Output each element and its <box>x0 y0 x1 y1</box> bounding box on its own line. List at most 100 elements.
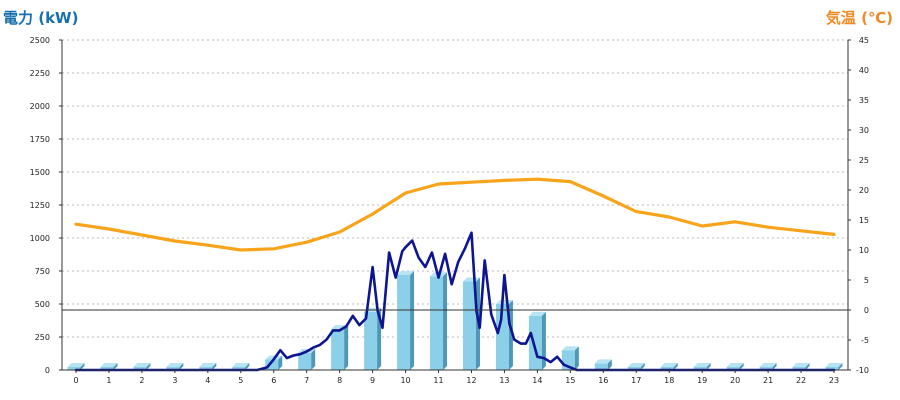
bar-side <box>278 355 283 370</box>
bar-front <box>298 352 312 370</box>
tick-label-layer: 02505007501000125015001750200022502500-1… <box>30 36 869 385</box>
x-tick-label: 18 <box>664 376 674 385</box>
x-tick-label: 20 <box>730 376 740 385</box>
bar-front <box>627 367 641 370</box>
bar-side <box>344 325 349 370</box>
bar-top <box>67 363 85 367</box>
right-tick-label: 40 <box>859 66 869 75</box>
bar-side <box>607 359 612 370</box>
temperature-line <box>74 177 836 252</box>
bar-side <box>805 363 810 370</box>
right-tick-label: -10 <box>856 366 869 375</box>
bar-front <box>594 363 608 370</box>
right-tick-label: 35 <box>859 96 869 105</box>
bar-front <box>693 367 707 370</box>
left-tick-label: 500 <box>35 300 50 309</box>
line-layer <box>74 177 836 372</box>
x-tick-label: 17 <box>631 376 641 385</box>
x-tick-label: 12 <box>466 376 476 385</box>
bar-top <box>660 363 678 367</box>
right-tick-label: 25 <box>859 156 869 165</box>
bar-top <box>825 363 843 367</box>
x-tick-label: 15 <box>565 376 575 385</box>
x-tick-label: 16 <box>598 376 608 385</box>
x-tick-label: 19 <box>697 376 707 385</box>
bar-front <box>825 367 839 370</box>
bar-front <box>100 367 114 370</box>
bar-side <box>640 363 645 370</box>
x-tick-label: 22 <box>796 376 806 385</box>
x-tick-label: 2 <box>139 376 144 385</box>
x-tick-label: 10 <box>400 376 410 385</box>
bar-side <box>673 363 678 370</box>
left-tick-label: 1250 <box>30 201 50 210</box>
bar-front <box>331 329 345 370</box>
bar-top <box>528 311 546 316</box>
left-axis-title: 電力 (kW) <box>3 9 78 27</box>
x-tick-label: 3 <box>172 376 177 385</box>
bar-top <box>199 363 217 367</box>
bar-side <box>80 363 85 370</box>
bar-side <box>443 272 448 370</box>
right-tick-label: -5 <box>861 336 869 345</box>
bar-top <box>759 363 777 367</box>
bar-top <box>693 363 711 367</box>
bar-top <box>232 363 250 367</box>
bar-side <box>574 346 579 370</box>
bar-front <box>199 367 213 370</box>
bar-front <box>265 359 279 370</box>
bar-top <box>397 270 415 275</box>
left-tick-label: 1000 <box>30 234 50 243</box>
bar-top <box>133 363 151 367</box>
bar-side <box>311 348 316 370</box>
bar-front <box>430 276 444 370</box>
x-tick-label: 4 <box>205 376 210 385</box>
bar-front <box>726 367 740 370</box>
bar-side <box>706 363 711 370</box>
x-tick-label: 11 <box>433 376 443 385</box>
bar-top <box>166 363 184 367</box>
bar-front <box>759 367 773 370</box>
bar-front <box>495 304 509 370</box>
bar-top <box>792 363 810 367</box>
x-tick-label: 21 <box>763 376 773 385</box>
x-tick-label: 7 <box>304 376 309 385</box>
bar-front <box>166 367 180 370</box>
bar-layer <box>67 270 843 370</box>
bar-side <box>113 363 118 370</box>
bar-top <box>594 359 612 364</box>
right-tick-label: 30 <box>859 126 869 135</box>
bar-top <box>495 300 513 304</box>
x-tick-label: 0 <box>73 376 78 385</box>
bar-front <box>792 367 806 370</box>
bar-side <box>212 363 217 370</box>
axis-layer <box>59 39 851 373</box>
right-axis-title: 気温 (℃) <box>826 9 893 27</box>
x-tick-label: 9 <box>370 376 375 385</box>
bar-front <box>232 367 246 370</box>
bar-side <box>410 270 415 370</box>
left-tick-label: 1500 <box>30 168 50 177</box>
bar-front <box>133 367 147 370</box>
x-tick-label: 1 <box>106 376 111 385</box>
x-tick-label: 5 <box>238 376 243 385</box>
x-tick-label: 8 <box>337 376 342 385</box>
right-tick-label: 0 <box>864 306 869 315</box>
bar-front <box>462 281 476 370</box>
bar-top <box>627 363 645 367</box>
left-tick-label: 250 <box>35 333 50 342</box>
bar-side <box>245 363 250 370</box>
left-tick-label: 2500 <box>30 36 50 45</box>
left-tick-label: 750 <box>35 267 50 276</box>
left-tick-label: 2000 <box>30 102 50 111</box>
power-line <box>74 231 836 372</box>
right-tick-label: 5 <box>864 276 869 285</box>
left-tick-label: 2250 <box>30 69 50 78</box>
x-tick-label: 23 <box>829 376 839 385</box>
x-tick-label: 13 <box>499 376 509 385</box>
right-tick-label: 45 <box>859 36 869 45</box>
right-tick-label: 15 <box>859 216 869 225</box>
right-tick-label: 10 <box>859 246 869 255</box>
